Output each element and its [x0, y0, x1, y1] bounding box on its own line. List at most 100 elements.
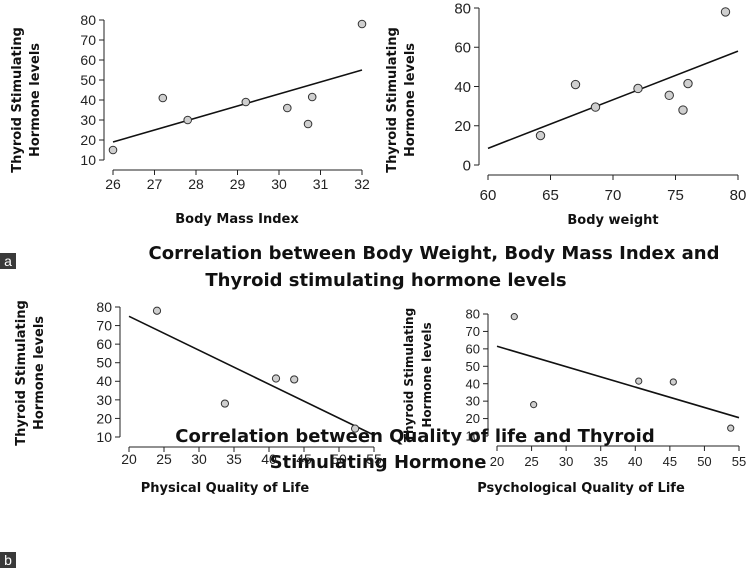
y-tick-label: 60: [466, 341, 480, 356]
data-point: [183, 115, 192, 125]
x-tick-label: 40: [261, 451, 277, 467]
data-point: [303, 119, 313, 129]
y-tick-label: 60: [96, 336, 112, 352]
y-tick-label: 10: [80, 152, 96, 168]
y-tick-label: 40: [466, 376, 480, 391]
y-tick-label: 20: [466, 411, 480, 426]
x-tick-label: 70: [605, 187, 622, 204]
data-point: [669, 378, 677, 386]
data-point: [290, 375, 299, 384]
x-axis-title: Psychological Quality of Life: [477, 481, 685, 496]
x-tick-label: 50: [331, 451, 347, 467]
trend-line: [128, 315, 375, 436]
y-tick-label: 40: [454, 79, 471, 96]
x-tick-label: 27: [147, 176, 163, 192]
y-tick-label: 30: [80, 112, 96, 128]
y-tick-label: 70: [466, 324, 480, 339]
y-tick-label: 20: [454, 118, 471, 135]
data-point: [158, 93, 168, 103]
data-point: [720, 7, 731, 17]
data-point: [678, 105, 688, 115]
y-tick-label: 60: [454, 40, 471, 57]
x-tick-label: 25: [156, 451, 172, 467]
x-tick-label: 65: [542, 187, 559, 204]
data-point: [633, 83, 643, 94]
caption-b-line-2: Stimulating Hormone: [270, 452, 487, 473]
data-point: [357, 19, 367, 29]
x-tick-label: 30: [191, 451, 207, 467]
y-tick-label: 60: [80, 52, 96, 68]
y-tick-label: 30: [96, 392, 112, 408]
x-tick-label: 45: [663, 454, 677, 469]
y-tick-label: 20: [80, 132, 96, 148]
trend-line: [487, 50, 739, 150]
y-tick-label: 0: [463, 157, 471, 174]
x-tick-label: 55: [366, 451, 382, 467]
x-tick-label: 30: [559, 454, 573, 469]
y-axis-title-line: Thyroid Stimulating: [402, 308, 416, 442]
y-axis-title-line: Thyroid Stimulating: [14, 300, 29, 446]
y-tick-label: 50: [80, 72, 96, 88]
x-tick-label: 20: [490, 454, 504, 469]
y-tick-label: 40: [80, 92, 96, 108]
x-tick-label: 40: [628, 454, 642, 469]
chart-tsh-vs-physical-qol: 10 20 30 40 50 60 70 80 20 25 30 35 40 45 50 55 Physical…: [14, 299, 382, 496]
data-point: [307, 92, 317, 102]
y-axis-title-line: Hormone levels: [403, 43, 418, 157]
data-point: [570, 79, 581, 90]
x-tick-label: 30: [271, 176, 287, 192]
x-tick-label: 32: [354, 176, 370, 192]
data-point: [683, 78, 693, 89]
y-tick-label: 40: [96, 373, 112, 389]
y-axis-title-line: Thyroid Stimulating: [385, 27, 400, 173]
x-tick-label: 60: [480, 187, 497, 204]
y-tick-label: 20: [96, 410, 112, 426]
x-tick-label: 20: [121, 451, 137, 467]
panel-b-tag-bg: [0, 552, 16, 568]
y-axis-title-line: Hormone levels: [28, 43, 43, 157]
data-point: [351, 424, 360, 433]
trend-line: [112, 69, 363, 143]
data-point: [283, 103, 292, 113]
data-point: [271, 374, 281, 383]
chart-tsh-vs-bmi: 10 20 30 40 50 60 70 80 26 27 28 29 30 31 32 Body Mass …: [10, 12, 370, 227]
x-tick-label: 28: [188, 176, 204, 192]
data-point: [530, 401, 538, 409]
x-tick-label: 31: [313, 176, 329, 192]
x-tick-label: 45: [296, 451, 312, 467]
x-axis-title: Body weight: [567, 213, 658, 228]
x-tick-label: 80: [730, 187, 747, 204]
y-tick-label: 10: [466, 429, 480, 444]
caption-a-line-1: Correlation between Body Weight, Body Ma…: [149, 243, 720, 264]
data-point: [241, 97, 251, 107]
chart-tsh-vs-body-weight: 0 20 40 60 80 60 65 70 75 80 Body weight Thyroid St…: [385, 0, 746, 228]
data-point: [108, 145, 118, 155]
x-tick-label: 35: [593, 454, 607, 469]
caption-b-line-1: Correlation between Quality of life and …: [175, 426, 654, 447]
x-tick-label: 75: [667, 187, 684, 204]
y-tick-label: 80: [454, 0, 471, 17]
data-point: [510, 313, 518, 321]
y-tick-label: 50: [96, 355, 112, 371]
y-tick-label: 70: [80, 32, 96, 48]
y-tick-label: 80: [80, 12, 96, 28]
x-tick-label: 50: [697, 454, 711, 469]
panel-a-tag: a: [4, 253, 12, 269]
x-axis-title: Physical Quality of Life: [141, 481, 310, 496]
panel-a-tag-bg: [0, 253, 16, 269]
y-tick-label: 80: [466, 307, 480, 322]
data-point: [152, 306, 162, 315]
y-tick-label: 50: [466, 359, 480, 374]
y-tick-label: 30: [466, 394, 480, 409]
y-tick-label: 70: [96, 317, 112, 333]
x-tick-label: 26: [105, 176, 121, 192]
y-axis-title-line: Thyroid Stimulating: [10, 27, 25, 173]
x-tick-label: 25: [524, 454, 538, 469]
caption-a-line-2: Thyroid stimulating hormone levels: [205, 270, 566, 291]
trend-line: [496, 345, 740, 419]
x-tick-label: 35: [226, 451, 242, 467]
data-point: [220, 399, 229, 408]
x-axis-title: Body Mass Index: [175, 212, 299, 227]
data-point: [535, 130, 546, 141]
